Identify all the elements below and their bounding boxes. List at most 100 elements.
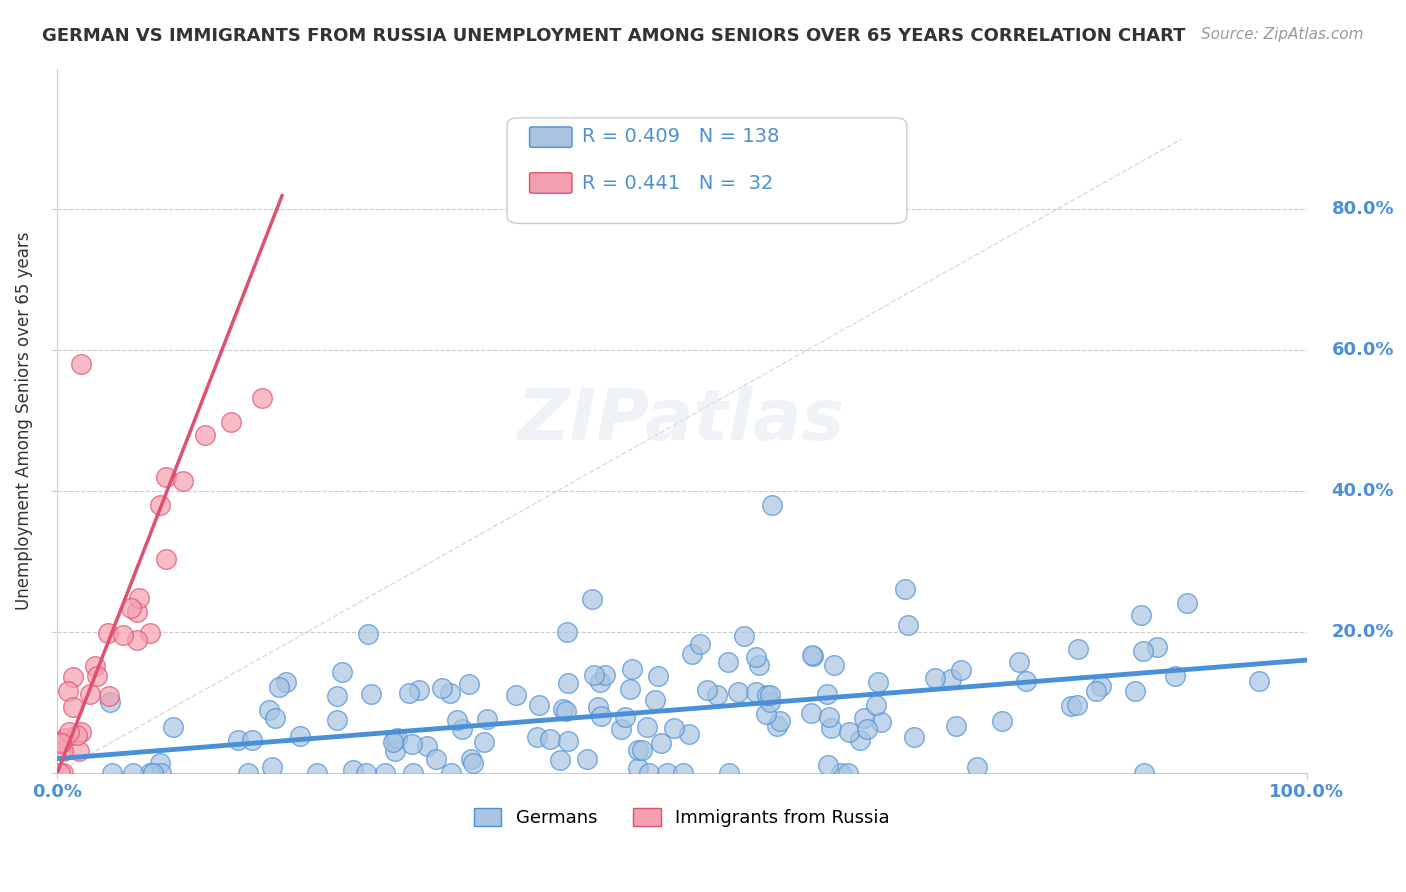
Point — [250, 391, 273, 405]
Point — [849, 733, 872, 747]
Point — [1015, 673, 1038, 688]
Point — [557, 676, 579, 690]
Point — [768, 714, 790, 728]
Point — [374, 765, 396, 780]
Point — [408, 683, 430, 698]
Point — [717, 655, 740, 669]
Point — [450, 722, 472, 736]
Point — [853, 711, 876, 725]
Point — [62, 670, 84, 684]
Point — [548, 753, 571, 767]
Point — [49, 765, 72, 780]
Point — [1123, 683, 1146, 698]
Point — [717, 765, 740, 780]
Point — [619, 682, 641, 697]
Point — [381, 735, 404, 749]
Point — [100, 765, 122, 780]
Point — [457, 676, 479, 690]
Point — [614, 710, 637, 724]
Point — [384, 732, 406, 747]
Point — [128, 591, 150, 606]
Point — [755, 707, 778, 722]
Point — [647, 669, 669, 683]
Point — [172, 475, 194, 489]
Point — [538, 732, 561, 747]
Point — [1090, 679, 1112, 693]
Text: R = 0.441   N =  32: R = 0.441 N = 32 — [582, 174, 773, 193]
Point — [817, 757, 839, 772]
Point — [416, 739, 439, 753]
Point — [125, 632, 148, 647]
Point — [664, 721, 686, 735]
Point — [1066, 642, 1088, 657]
FancyBboxPatch shape — [508, 118, 907, 224]
FancyBboxPatch shape — [530, 127, 572, 147]
Point — [226, 732, 249, 747]
Point — [194, 428, 217, 442]
Point — [636, 720, 658, 734]
Point — [837, 765, 859, 780]
Point — [865, 698, 887, 712]
Point — [758, 695, 780, 709]
Point — [62, 700, 84, 714]
Point — [869, 714, 891, 729]
Point — [583, 668, 606, 682]
Point — [84, 659, 107, 673]
Point — [671, 765, 693, 780]
Point — [326, 713, 349, 727]
Point — [855, 723, 877, 737]
Point — [354, 765, 377, 780]
Text: ZIPatlas: ZIPatlas — [519, 386, 845, 455]
Point — [758, 688, 780, 702]
Point — [1085, 684, 1108, 698]
Point — [903, 730, 925, 744]
Point — [440, 765, 463, 780]
Point — [554, 704, 576, 718]
Point — [1008, 655, 1031, 669]
Point — [52, 744, 75, 758]
Text: 60.0%: 60.0% — [1331, 342, 1395, 359]
Point — [527, 698, 550, 713]
Point — [1133, 765, 1156, 780]
Point — [748, 657, 770, 672]
Point — [866, 674, 889, 689]
Point — [342, 764, 364, 778]
Point — [1146, 640, 1168, 654]
Point — [650, 736, 672, 750]
Point — [53, 731, 76, 745]
Text: 80.0%: 80.0% — [1331, 201, 1395, 219]
Point — [755, 689, 778, 703]
Point — [609, 723, 631, 737]
Point — [696, 683, 718, 698]
Point — [330, 665, 353, 679]
Point — [260, 760, 283, 774]
Point — [70, 357, 93, 371]
Point — [581, 591, 603, 606]
Point — [66, 728, 89, 742]
Point — [402, 765, 425, 780]
Point — [575, 752, 598, 766]
Point — [257, 703, 280, 717]
Point — [733, 629, 755, 643]
Point — [727, 685, 749, 699]
Point — [924, 671, 946, 685]
Point — [149, 498, 172, 512]
Point — [56, 683, 79, 698]
Point — [274, 674, 297, 689]
Point — [800, 706, 823, 720]
Point — [588, 699, 610, 714]
Point — [621, 662, 644, 676]
Point — [384, 744, 406, 758]
Point — [557, 734, 579, 748]
Point — [761, 498, 783, 512]
Point — [1163, 668, 1185, 682]
Point — [815, 687, 838, 701]
Point — [98, 689, 121, 703]
Point — [122, 765, 145, 780]
Point — [820, 721, 842, 735]
Point — [58, 725, 80, 739]
Point — [745, 684, 768, 698]
Text: Source: ZipAtlas.com: Source: ZipAtlas.com — [1201, 27, 1364, 42]
Point — [120, 601, 142, 615]
Point — [111, 628, 134, 642]
